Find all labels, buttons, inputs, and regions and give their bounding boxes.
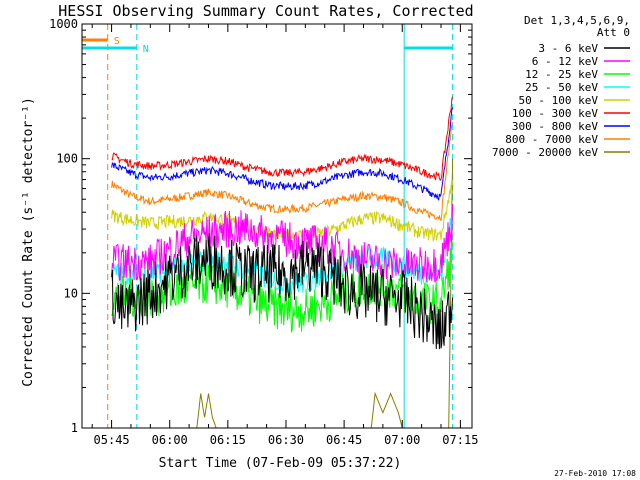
- legend-label-6: 300 - 800 keV: [512, 120, 598, 133]
- axis-layer: 1 10 100 1000 05:45 06:00 06:15 06:30 06:45 07:00…: [49, 17, 478, 447]
- series-line-5: [111, 96, 454, 182]
- series-line-6: [111, 107, 454, 202]
- series-line-0: [111, 233, 454, 350]
- legend-label-8: 7000 - 20000 keV: [492, 146, 598, 159]
- y-tick-label-1: 10: [64, 286, 78, 300]
- legend-label-7: 800 - 7000 keV: [505, 133, 598, 146]
- marker-label-0: S: [114, 36, 120, 47]
- footer-timestamp: 27-Feb-2010 17:08: [554, 469, 636, 478]
- series-line-1: [111, 204, 454, 283]
- legend-label-4: 50 - 100 keV: [519, 94, 599, 107]
- legend-label-3: 25 - 50 keV: [525, 81, 598, 94]
- legend-header-line-2: Att 0: [597, 26, 630, 39]
- series-line-4: [111, 179, 454, 243]
- plot-layer: SN: [82, 24, 454, 429]
- x-tick-label-3: 06:30: [268, 433, 304, 447]
- series-line-7: [111, 121, 454, 222]
- x-tick-label-1: 06:00: [152, 433, 188, 447]
- series-line-2: [111, 239, 454, 334]
- legend-label-5: 100 - 300 keV: [512, 107, 598, 120]
- y-tick-label-3: 1000: [49, 17, 78, 31]
- legend-label-1: 6 - 12 keV: [532, 55, 599, 68]
- x-tick-label-4: 06:45: [326, 433, 362, 447]
- chart-title: HESSI Observing Summary Count Rates, Cor…: [58, 2, 473, 20]
- y-tick-label-0: 1: [71, 421, 78, 435]
- y-axis-label: Corrected Count Rate (s⁻¹ detector⁻¹): [21, 97, 36, 387]
- x-axis-label: Start Time (07-Feb-09 05:37:22): [159, 456, 402, 471]
- x-tick-label-5: 07:00: [384, 433, 420, 447]
- legend-header-line-1: Det 1,3,4,5,6,9,: [524, 14, 630, 27]
- x-tick-label-6: 07:15: [442, 433, 478, 447]
- plot-frame: [81, 23, 473, 429]
- x-tick-label-0: 05:45: [94, 433, 130, 447]
- legend-label-2: 12 - 25 keV: [525, 68, 598, 81]
- legend-label-0: 3 - 6 keV: [538, 42, 598, 55]
- marker-label-1: N: [143, 44, 149, 55]
- y-tick-label-2: 100: [56, 152, 78, 166]
- x-tick-label-2: 06:15: [210, 433, 246, 447]
